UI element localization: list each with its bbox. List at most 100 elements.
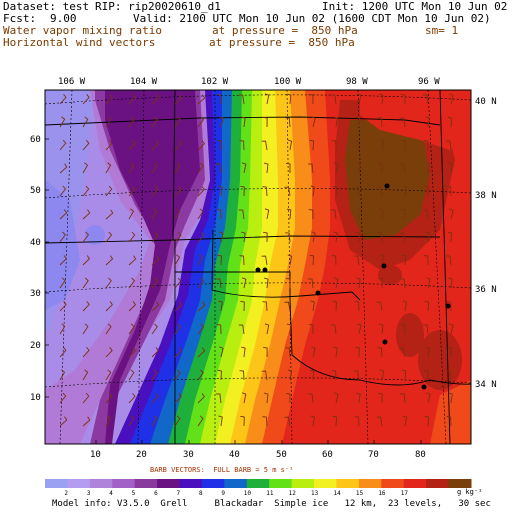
wind-barb <box>105 415 112 427</box>
lon-label: 98 W <box>346 77 368 87</box>
border-co-east <box>172 90 176 241</box>
legend-value: 16 <box>378 490 386 497</box>
wind-barb <box>261 140 268 151</box>
state-borders <box>45 90 471 444</box>
wind-barb <box>308 324 314 335</box>
wind-barb <box>105 255 114 266</box>
legend-swatch <box>112 479 136 488</box>
wind-barb <box>287 254 293 266</box>
wind-barb <box>399 117 406 128</box>
station-dot <box>381 263 387 269</box>
wind-barb <box>105 139 113 151</box>
wind-barb <box>262 416 268 427</box>
wind-barb <box>128 231 136 243</box>
wind-barb <box>399 347 406 358</box>
wind-barb <box>105 185 113 197</box>
wind-barb <box>331 140 337 151</box>
wind-barb <box>310 415 315 427</box>
grid-label-y: 40 <box>30 238 41 248</box>
legend-value: 4 <box>109 490 113 497</box>
wind-barb <box>378 162 383 174</box>
left-grid-labels: 60 50 40 30 20 10 <box>30 135 41 403</box>
grid-label-y: 50 <box>30 186 41 196</box>
wind-barb <box>151 369 158 381</box>
wind-barb <box>59 346 67 358</box>
field2-level: at pressure = 850 hPa <box>209 36 355 49</box>
wind-barb <box>400 208 406 219</box>
wind-barb <box>331 255 337 266</box>
longitude-labels: 106 W 104 W 102 W 100 W 98 W 96 W <box>58 77 440 87</box>
wind-barb <box>330 324 337 335</box>
wind-barb <box>446 416 452 427</box>
wind-barb <box>105 347 113 358</box>
wind-barb <box>59 255 67 266</box>
moisture-band-16-south <box>430 380 471 444</box>
wind-barb <box>284 301 291 312</box>
wind-barb <box>445 255 452 266</box>
wind-barb <box>263 231 268 243</box>
wind-barb <box>59 231 66 243</box>
grid-label-y: 30 <box>30 289 41 299</box>
wind-barb <box>197 208 204 220</box>
wind-barb <box>197 393 205 404</box>
wind-barb <box>241 392 247 404</box>
wind-barb <box>356 323 362 335</box>
wind-barb <box>174 301 183 312</box>
wind-barb <box>264 208 270 220</box>
wind-barb <box>425 346 430 358</box>
wind-barb <box>400 163 406 174</box>
station-dot <box>315 290 321 296</box>
wind-barb <box>241 162 247 174</box>
wind-barb <box>264 323 270 335</box>
wind-barb <box>215 278 222 289</box>
wind-barb <box>286 208 292 220</box>
wind-barb <box>82 94 90 105</box>
wind-barb <box>424 415 430 427</box>
wind-barb <box>216 94 222 105</box>
station-dot <box>382 339 388 345</box>
grid-label-y: 20 <box>30 341 41 351</box>
wind-barb <box>151 323 158 335</box>
legend-swatch <box>45 479 68 488</box>
wind-barb <box>355 116 360 128</box>
color-legend-labels: 2 3 4 5 6 7 8 9 10 11 12 13 14 15 16 17 <box>64 490 408 497</box>
wind-barb <box>310 300 315 312</box>
wind-barb <box>354 301 360 312</box>
border-ks-ok <box>45 235 441 244</box>
field2-name: Horizontal wind vectors <box>3 36 156 49</box>
wind-barb <box>285 392 291 403</box>
station-dot <box>384 183 390 189</box>
wind-barb <box>356 208 362 220</box>
wind-barb <box>376 301 383 312</box>
wind-barb <box>128 392 136 404</box>
wind-barb <box>261 255 268 266</box>
wind-barb <box>151 162 158 174</box>
station-dot <box>445 303 451 309</box>
wind-barb <box>377 347 383 358</box>
graticule-lat-34 <box>45 377 471 388</box>
wind-barb <box>426 277 431 289</box>
wind-barb <box>330 94 337 105</box>
wind-barb <box>425 231 430 243</box>
legend-swatch <box>67 479 91 488</box>
wind-barb <box>399 232 406 243</box>
wind-barb <box>128 369 135 381</box>
wind-barb <box>128 140 136 151</box>
wind-barb <box>285 117 291 128</box>
graticule-lon-104 <box>137 90 145 444</box>
graticule-lon-106 <box>59 90 73 444</box>
wind-barb <box>309 369 315 381</box>
legend-swatch <box>336 479 360 488</box>
wind-barb <box>174 140 182 151</box>
wind-barb <box>241 231 246 243</box>
latitude-labels: 40 N 38 N 36 N 34 N <box>475 97 497 390</box>
legend-value: 17 <box>401 490 409 497</box>
wind-barb <box>262 186 268 197</box>
wind-barb <box>151 208 158 220</box>
legend-value: 10 <box>244 490 252 497</box>
wind-barb <box>174 186 182 197</box>
wind-barb <box>216 209 222 220</box>
wind-barb <box>262 301 268 312</box>
lon-label: 104 W <box>130 77 158 87</box>
